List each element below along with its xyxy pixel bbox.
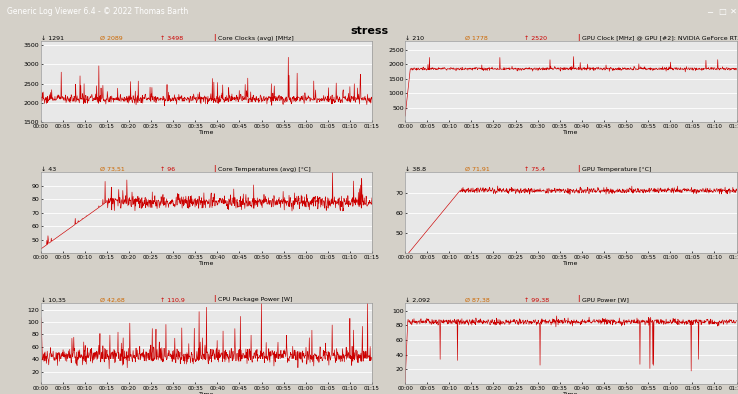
Text: ↓ 2,092: ↓ 2,092	[405, 297, 430, 303]
Text: Generic Log Viewer 6.4 - © 2022 Thomas Barth: Generic Log Viewer 6.4 - © 2022 Thomas B…	[7, 7, 189, 16]
Text: GPU Clock [MHz] @ GPU [#2]: NVIDIA GeForce RTX 4070 Laptop: GPU Clock [MHz] @ GPU [#2]: NVIDIA GeFor…	[582, 35, 738, 41]
Text: CPU Package Power [W]: CPU Package Power [W]	[218, 297, 292, 303]
X-axis label: Time: Time	[563, 130, 579, 135]
Text: Ø 71,91: Ø 71,91	[465, 167, 489, 171]
Text: |: |	[213, 33, 215, 41]
Text: ↑ 3498: ↑ 3498	[160, 35, 183, 41]
Text: ─: ─	[708, 7, 712, 16]
Text: ✕: ✕	[730, 7, 737, 16]
Text: ↓ 210: ↓ 210	[405, 35, 424, 41]
Text: Ø 73,51: Ø 73,51	[100, 167, 125, 171]
Text: Ø 42,68: Ø 42,68	[100, 297, 125, 303]
Text: GPU Power [W]: GPU Power [W]	[582, 297, 630, 303]
Text: |: |	[213, 165, 215, 171]
Text: |: |	[213, 296, 215, 303]
Text: GPU Temperature [°C]: GPU Temperature [°C]	[582, 167, 652, 171]
Text: □: □	[718, 7, 725, 16]
Text: ↑ 99,38: ↑ 99,38	[525, 297, 550, 303]
Text: |: |	[577, 165, 580, 171]
Text: ↑ 75.4: ↑ 75.4	[525, 167, 545, 171]
Text: stress: stress	[350, 26, 388, 35]
Text: |: |	[577, 33, 580, 41]
Text: ↓ 38.8: ↓ 38.8	[405, 167, 426, 171]
X-axis label: Time: Time	[199, 392, 214, 394]
Text: Core Temperatures (avg) [°C]: Core Temperatures (avg) [°C]	[218, 167, 311, 171]
Text: ↓ 1291: ↓ 1291	[41, 35, 63, 41]
Text: Core Clocks (avg) [MHz]: Core Clocks (avg) [MHz]	[218, 35, 294, 41]
Text: Ø 87,38: Ø 87,38	[465, 297, 489, 303]
X-axis label: Time: Time	[563, 392, 579, 394]
X-axis label: Time: Time	[199, 130, 214, 135]
Text: ↑ 96: ↑ 96	[160, 167, 175, 171]
Text: ↑ 2520: ↑ 2520	[525, 35, 548, 41]
Text: ↓ 10,35: ↓ 10,35	[41, 297, 66, 303]
Text: Ø 1778: Ø 1778	[465, 35, 488, 41]
Text: ↓ 43: ↓ 43	[41, 167, 56, 171]
Text: |: |	[577, 296, 580, 303]
X-axis label: Time: Time	[563, 261, 579, 266]
X-axis label: Time: Time	[199, 261, 214, 266]
Text: Ø 2089: Ø 2089	[100, 35, 123, 41]
Text: ↑ 110,9: ↑ 110,9	[160, 297, 184, 303]
